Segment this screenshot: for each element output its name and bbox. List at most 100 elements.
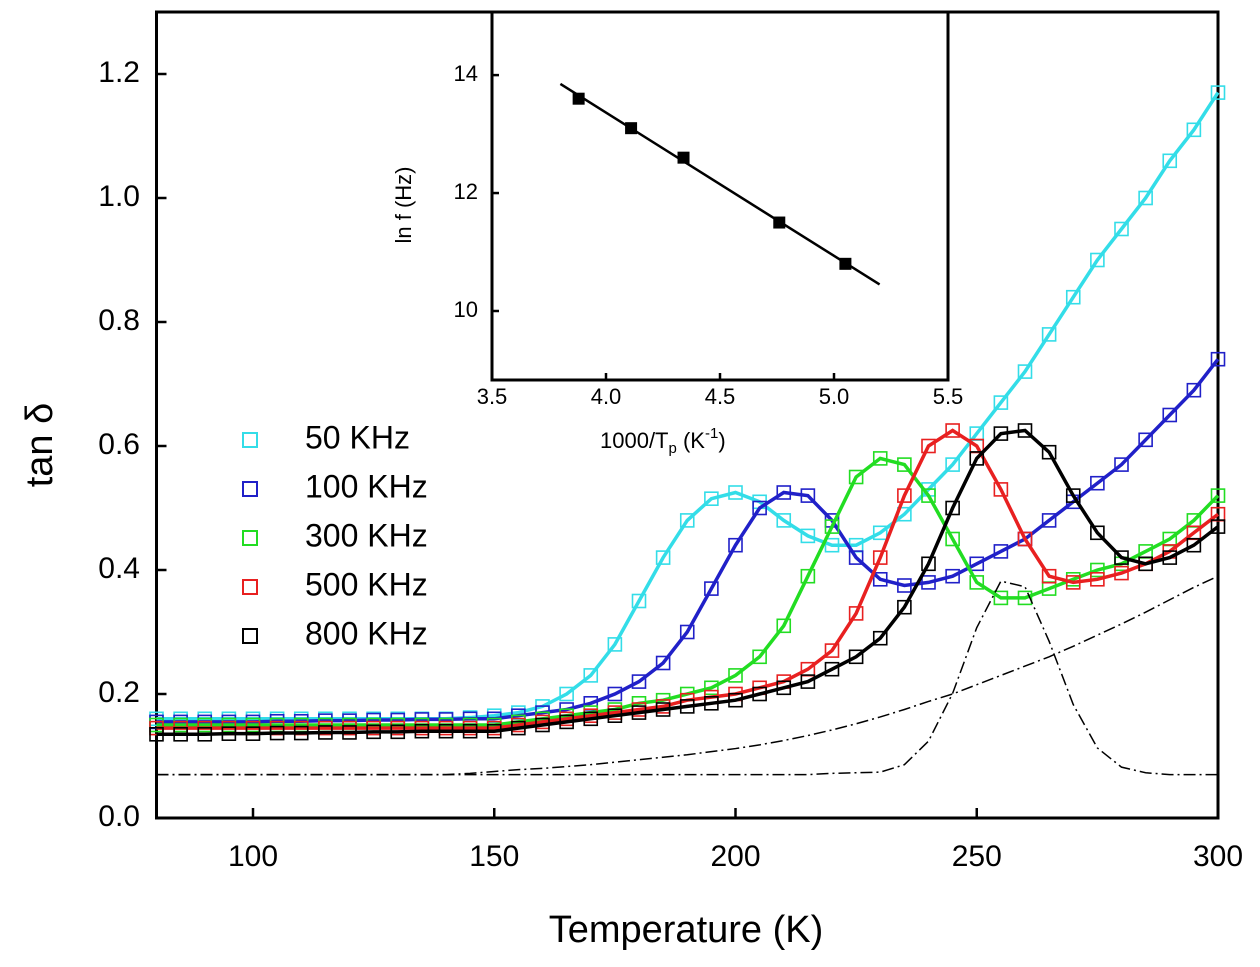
x-tick-label: 250 — [952, 840, 1002, 873]
inset-frame — [490, 10, 950, 382]
y-tick-label: 0.8 — [98, 304, 140, 337]
legend-label: 500 KHz — [305, 566, 428, 602]
data-point — [872, 630, 888, 646]
data-point — [583, 668, 599, 683]
inset-x-title-sup: -1 — [705, 425, 718, 442]
x-tick-label: 100 — [228, 840, 278, 873]
data-point — [824, 643, 840, 658]
data-point — [752, 649, 767, 665]
data-point — [872, 550, 888, 565]
data-point — [993, 544, 1009, 559]
inset: 3.5 4.0 4.5 5.0 5.5 10 12 14 — [454, 61, 964, 409]
data-point — [1041, 327, 1057, 342]
data-point — [945, 531, 960, 547]
data-point — [655, 655, 671, 671]
x-tick-label: 5.5 — [933, 384, 964, 409]
y-tick-label: 0.4 — [98, 552, 140, 585]
data-point — [1017, 364, 1033, 379]
data-point — [1041, 444, 1057, 460]
y-tick-label: 10 — [454, 297, 478, 322]
data-point — [679, 513, 695, 528]
legend-label: 50 KHz — [305, 419, 410, 455]
data-point — [631, 593, 647, 609]
data-point — [679, 624, 695, 640]
data-point — [631, 674, 647, 689]
data-point — [572, 92, 585, 105]
data-point — [848, 649, 864, 665]
data-point — [1065, 289, 1081, 305]
x-tick-label: 4.0 — [591, 384, 622, 409]
data-point — [559, 686, 574, 702]
data-point — [872, 525, 888, 541]
data-point — [969, 451, 985, 466]
data-point — [728, 537, 743, 553]
data-point — [848, 469, 864, 485]
y-tick-label: 12 — [454, 179, 478, 204]
data-point — [728, 668, 743, 683]
data-point — [800, 528, 816, 544]
data-point — [1090, 475, 1105, 491]
data-point — [921, 438, 936, 454]
data-point — [848, 550, 864, 565]
legend-marker — [242, 432, 258, 448]
data-point — [1138, 432, 1153, 448]
data-point — [1114, 457, 1129, 472]
inset-x-axis-title: 1000/Tp (K-1) — [600, 425, 726, 457]
x-tick-label: 200 — [710, 840, 760, 873]
data-point — [607, 686, 623, 702]
data-point — [993, 395, 1009, 410]
data-point — [776, 513, 792, 528]
data-point — [897, 488, 912, 503]
data-point — [1210, 519, 1226, 534]
series-line — [156, 91, 1220, 721]
data-point — [752, 500, 767, 516]
x-tick-label: 150 — [469, 840, 519, 873]
legend-marker — [242, 579, 258, 595]
series-line — [559, 82, 881, 286]
inset-x-title-part: ) — [718, 428, 725, 453]
data-point — [1186, 537, 1202, 553]
series-line — [156, 575, 1219, 776]
legend-marker — [242, 628, 258, 644]
data-point — [1210, 488, 1226, 503]
data-point — [848, 606, 864, 621]
data-point — [921, 556, 936, 572]
data-point — [1162, 153, 1178, 169]
x-tick-label: 3.5 — [477, 384, 508, 409]
inset-x-title-sub: p — [669, 440, 677, 457]
legend-label: 100 KHz — [305, 468, 428, 504]
data-point — [1186, 122, 1202, 138]
y-axis-title: tan δ — [19, 403, 61, 488]
data-point — [1090, 252, 1105, 268]
data-point — [1186, 382, 1202, 398]
y-tick-label: 1.2 — [98, 56, 140, 89]
series-line — [156, 580, 1218, 776]
data-point — [607, 637, 623, 652]
data-point — [1065, 488, 1081, 503]
data-point — [945, 423, 960, 438]
data-point — [1138, 190, 1153, 206]
data-point — [945, 500, 960, 516]
y-tick-label: 0.0 — [98, 800, 140, 833]
data-point — [945, 457, 960, 472]
data-point — [1114, 221, 1129, 237]
legend-marker — [242, 530, 258, 546]
data-point — [704, 581, 719, 596]
data-point — [969, 556, 985, 572]
data-point — [1210, 85, 1226, 100]
data-point — [1162, 407, 1178, 423]
data-point — [824, 519, 840, 534]
inset-y-axis-title: ln f (Hz) — [391, 167, 416, 244]
x-tick-label: 300 — [1193, 840, 1243, 873]
x-tick-label: 5.0 — [819, 384, 850, 409]
series-line — [156, 358, 1220, 724]
data-point — [897, 599, 912, 615]
data-point — [969, 575, 985, 590]
inset-x-title-part: 1000/T — [600, 428, 669, 453]
data-point — [655, 550, 671, 565]
series-line — [156, 428, 1220, 737]
legend-marker — [242, 481, 258, 497]
y-tick-label: 0.6 — [98, 428, 140, 461]
